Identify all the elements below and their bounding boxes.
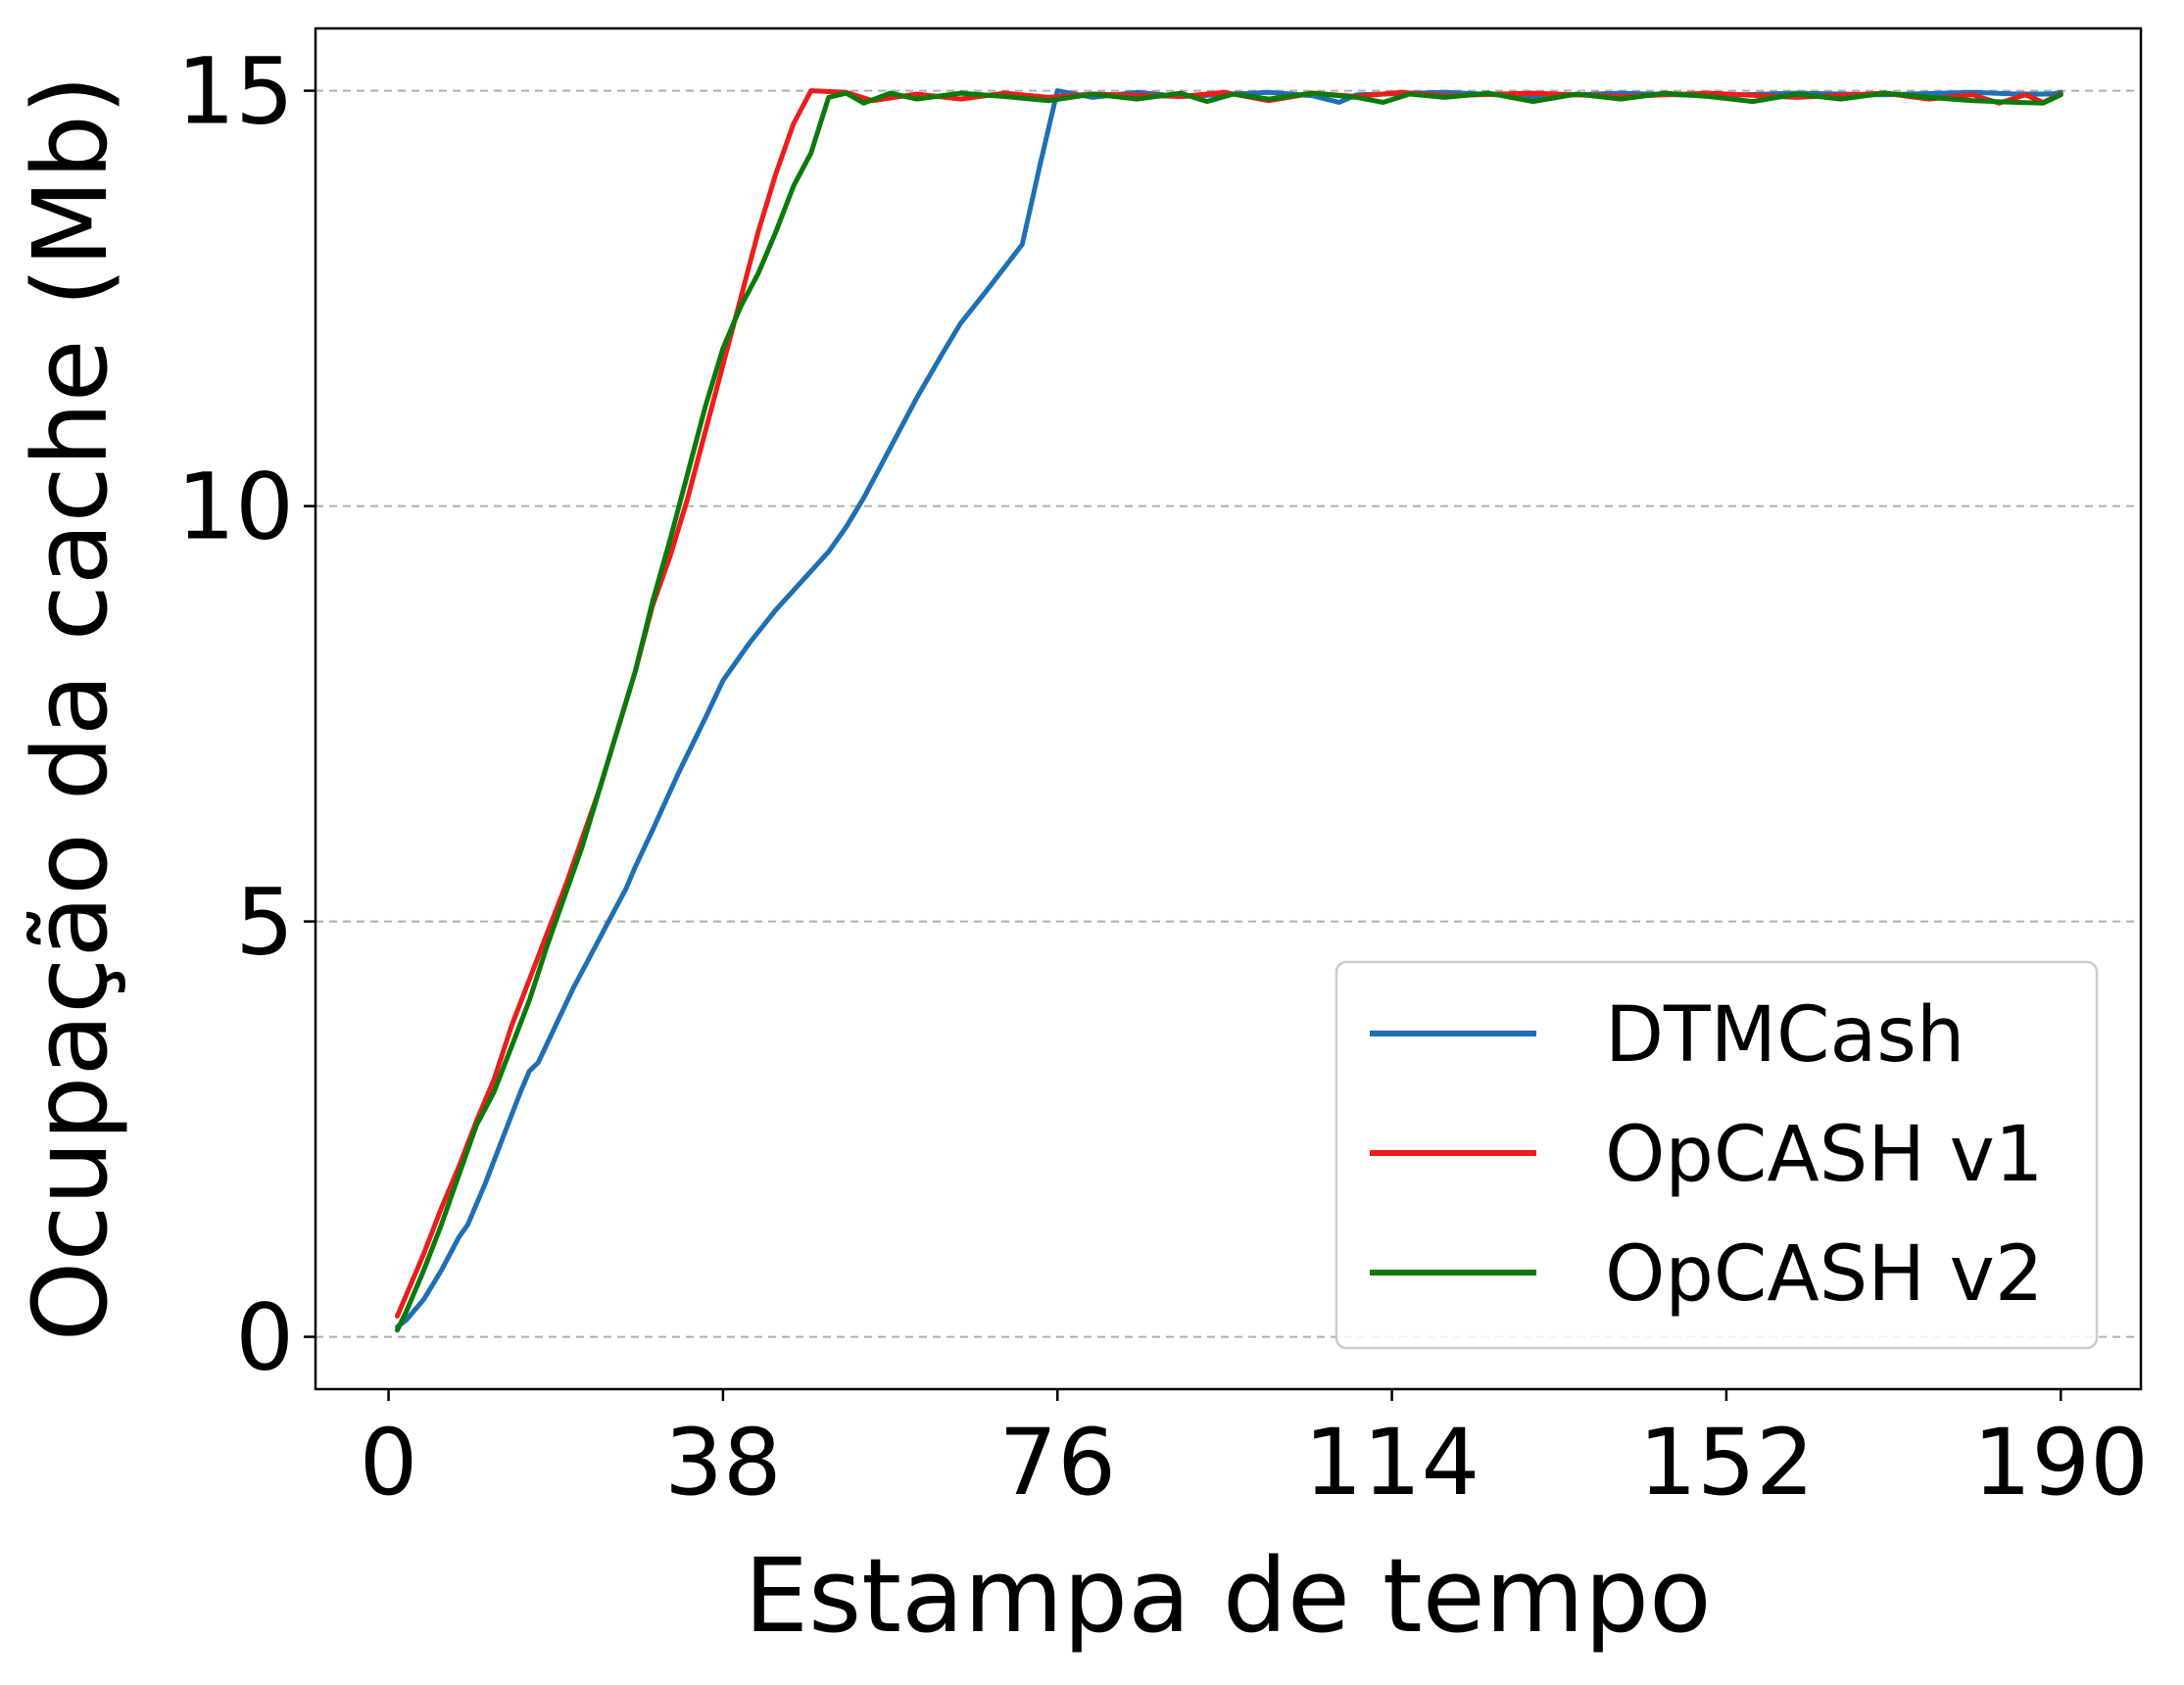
legend-label: OpCASH v1 — [1605, 1111, 2043, 1199]
x-tick-label: 0 — [360, 1410, 418, 1516]
legend-box — [1335, 960, 2099, 1350]
legend: DTMCash OpCASH v1 OpCASH v2 — [1335, 960, 2099, 1350]
plot-frame — [314, 26, 2143, 1391]
x-axis-label: Estampa de tempo — [744, 1536, 1711, 1656]
y-axis: 0 5 10 15 — [176, 39, 315, 1392]
y-tick-label: 5 — [235, 870, 294, 977]
legend-label: OpCASH v2 — [1605, 1230, 2043, 1319]
series-layer — [395, 88, 2063, 1333]
y-axis-label: Ocupação da cache (Mb) — [11, 74, 130, 1341]
series-line-opcash-v2 — [395, 90, 2063, 1333]
y-tick-label: 0 — [235, 1285, 294, 1392]
x-axis: 0 38 76 114 152 190 — [360, 1389, 2149, 1516]
x-tick-label: 38 — [664, 1410, 782, 1516]
x-tick-label: 114 — [1304, 1410, 1480, 1516]
y-tick-label: 15 — [176, 39, 294, 146]
x-tick-label: 152 — [1638, 1410, 1814, 1516]
x-tick-label: 76 — [998, 1410, 1116, 1516]
legend-label: DTMCash — [1605, 991, 1965, 1080]
x-tick-label: 190 — [1973, 1410, 2149, 1516]
y-tick-label: 10 — [176, 455, 294, 561]
